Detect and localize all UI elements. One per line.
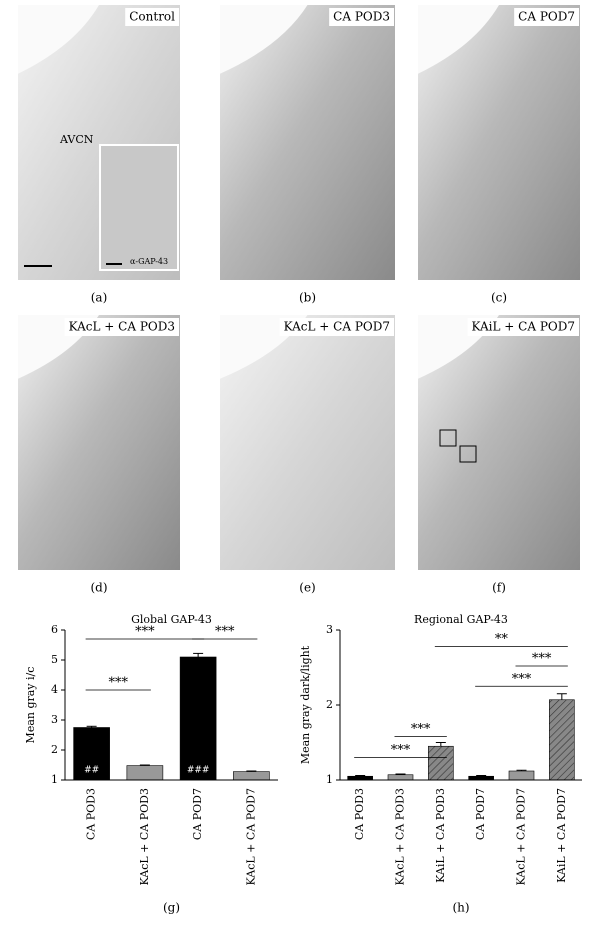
label-box [125,8,179,26]
panel-caption: (e) [299,581,315,595]
panel-label: KAcL + CA POD7 [284,320,390,334]
bar [179,656,217,781]
significance: *** [391,743,411,758]
note: α-GAP-43 [130,257,168,266]
inset [99,144,179,271]
bar [387,774,414,781]
chart-title: Regional GAP-43 [414,613,508,626]
label-box [467,318,579,336]
y-tick-label: 2 [51,743,58,756]
label-box [64,318,179,336]
y-tick-label: 3 [51,713,58,726]
note: AVCN [59,133,94,146]
significance: *** [215,625,235,640]
panel-caption: (d) [90,581,107,595]
tissue-edge [220,5,308,74]
panel-caption: (a) [91,291,108,305]
tissue-edge [18,5,99,74]
y-tick-label: 1 [51,773,58,786]
x-tick-label: CA POD7 [474,788,487,840]
y-axis-label: Mean gray dark/light [299,645,312,764]
significance: *** [109,676,129,691]
x-tick-label: KAiL + CA POD7 [555,788,568,883]
bar [428,745,454,781]
bar [233,771,270,781]
x-tick-label: KAcL + CA POD7 [244,788,257,886]
y-tick-label: 4 [51,683,58,696]
y-axis-label: Mean gray i/c [24,667,37,744]
chart-caption: (g) [163,901,180,915]
label-box [279,318,394,336]
bar [508,770,535,781]
x-tick-label: KAcL + CA POD7 [515,788,528,886]
bar [126,765,164,781]
bar [468,775,494,781]
panel-label: KAiL + CA POD7 [472,320,575,334]
significance: *** [411,722,431,737]
roi [439,429,457,447]
label-box [329,8,394,26]
y-tick-label: 1 [326,773,333,786]
label-box [514,8,579,26]
panel-caption: (b) [299,291,316,305]
panel-label: KAcL + CA POD3 [69,320,175,334]
significance: ** [495,632,509,647]
x-tick-label: KAcL + CA POD3 [394,788,407,886]
bar [549,699,575,781]
panel-label: CA POD7 [518,10,575,24]
y-tick-label: 6 [51,623,58,636]
x-tick-label: KAcL + CA POD3 [138,788,151,886]
panel-caption: (f) [492,581,506,595]
roi [459,445,477,463]
panel-caption: (c) [491,291,507,305]
y-tick-label: 2 [326,698,333,711]
x-tick-label: KAiL + CA POD3 [434,788,447,883]
bar [347,775,373,781]
significance: *** [135,625,155,640]
significance: *** [532,652,552,667]
y-tick-label: 5 [51,653,58,666]
x-tick-label: CA POD7 [191,788,204,840]
panel-label: Control [129,10,175,24]
significance: *** [512,672,532,687]
x-tick-label: CA POD3 [85,788,98,840]
x-tick-label: CA POD3 [353,788,366,840]
tissue-edge [418,5,499,74]
panel-label: CA POD3 [333,10,390,24]
chart-title: Global GAP-43 [131,613,212,626]
y-tick-label: 3 [326,623,333,636]
chart-caption: (h) [452,901,469,915]
bar-annotation: ## [84,766,99,776]
bar-annotation: ### [187,766,210,776]
bar [73,727,110,781]
